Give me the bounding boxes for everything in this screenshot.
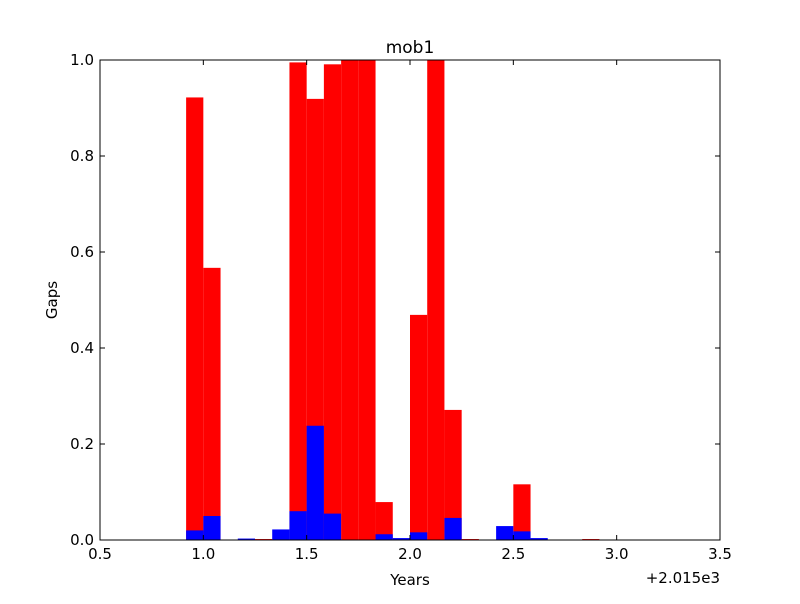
bar-series-0-1 (203, 267, 221, 540)
bar-series-0-6 (341, 60, 359, 540)
bar-series-1-1 (203, 516, 221, 540)
bar-series-1-6 (289, 511, 307, 540)
bar-series-0-3 (289, 62, 307, 541)
y-axis-label: Gaps (43, 281, 61, 319)
y-tick-label-5: 1.0 (70, 51, 94, 69)
bar-series-1-19 (513, 531, 531, 540)
bar-series-1-18 (496, 526, 514, 540)
bar-series-0-10 (427, 60, 445, 540)
x-tick-label-3: 2.0 (398, 545, 422, 563)
y-tick-label-1: 0.2 (70, 435, 94, 453)
bar-series-1-0 (186, 530, 204, 540)
bar-series-1-20 (530, 538, 548, 540)
x-tick-label-2: 1.5 (295, 545, 319, 563)
bar-series-0-9 (410, 314, 428, 540)
x-tick-label-6: 3.5 (708, 545, 732, 563)
x-tick-label-4: 2.5 (501, 545, 525, 563)
bar-series-0-5 (323, 64, 342, 540)
y-tick-label-2: 0.4 (70, 339, 94, 357)
bar-series-1-15 (444, 517, 462, 540)
bar-series-0-0 (186, 97, 204, 540)
x-tick-label-0: 0.5 (88, 545, 112, 563)
bar-series-0-8 (375, 502, 393, 540)
x-axis-offset-label: +2.015e3 (646, 569, 720, 587)
plot-frame (99, 59, 721, 541)
bar-series-1-13 (410, 532, 428, 540)
bars-group (186, 60, 600, 541)
x-tick-label-5: 3.0 (605, 545, 629, 563)
y-tick-label-3: 0.6 (70, 243, 94, 261)
bar-series-1-11 (375, 534, 393, 540)
bar-series-0-11 (444, 409, 462, 540)
bar-series-1-8 (323, 513, 342, 540)
bar-series-1-7 (306, 425, 324, 540)
bar-series-0-13 (513, 484, 531, 540)
ticks-group: 0.5 1.0 1.5 2.0 2.5 3.0 3.5 0.0 0.2 0.4 0.6 0.8 1.0 (70, 51, 732, 563)
bar-series-1-12 (392, 538, 410, 540)
x-axis-label: Years (389, 571, 430, 589)
bar-series-0-7 (358, 60, 376, 540)
x-tick-label-1: 1.0 (191, 545, 215, 563)
y-tick-label-0: 0.0 (70, 531, 94, 549)
chart-title: mob1 (386, 38, 435, 58)
bar-series-1-5 (272, 529, 290, 540)
bar-series-1-3 (237, 538, 255, 540)
y-tick-label-4: 0.8 (70, 147, 94, 165)
